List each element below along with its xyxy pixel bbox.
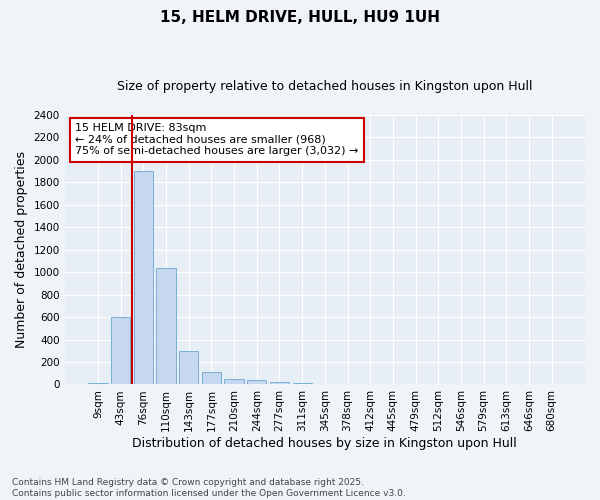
- Bar: [179, 352, 199, 384]
- Title: Size of property relative to detached houses in Kingston upon Hull: Size of property relative to detached ho…: [117, 80, 533, 93]
- Text: 15, HELM DRIVE, HULL, HU9 1UH: 15, HELM DRIVE, HULL, HU9 1UH: [160, 10, 440, 25]
- Bar: [134, 171, 153, 384]
- Bar: [111, 317, 130, 384]
- Y-axis label: Number of detached properties: Number of detached properties: [15, 151, 28, 348]
- Text: Contains HM Land Registry data © Crown copyright and database right 2025.
Contai: Contains HM Land Registry data © Crown c…: [12, 478, 406, 498]
- X-axis label: Distribution of detached houses by size in Kingston upon Hull: Distribution of detached houses by size …: [133, 437, 517, 450]
- Bar: [224, 379, 244, 384]
- Bar: [202, 372, 221, 384]
- Bar: [157, 268, 176, 384]
- Bar: [270, 382, 289, 384]
- Bar: [247, 380, 266, 384]
- Text: 15 HELM DRIVE: 83sqm
← 24% of detached houses are smaller (968)
75% of semi-deta: 15 HELM DRIVE: 83sqm ← 24% of detached h…: [75, 123, 358, 156]
